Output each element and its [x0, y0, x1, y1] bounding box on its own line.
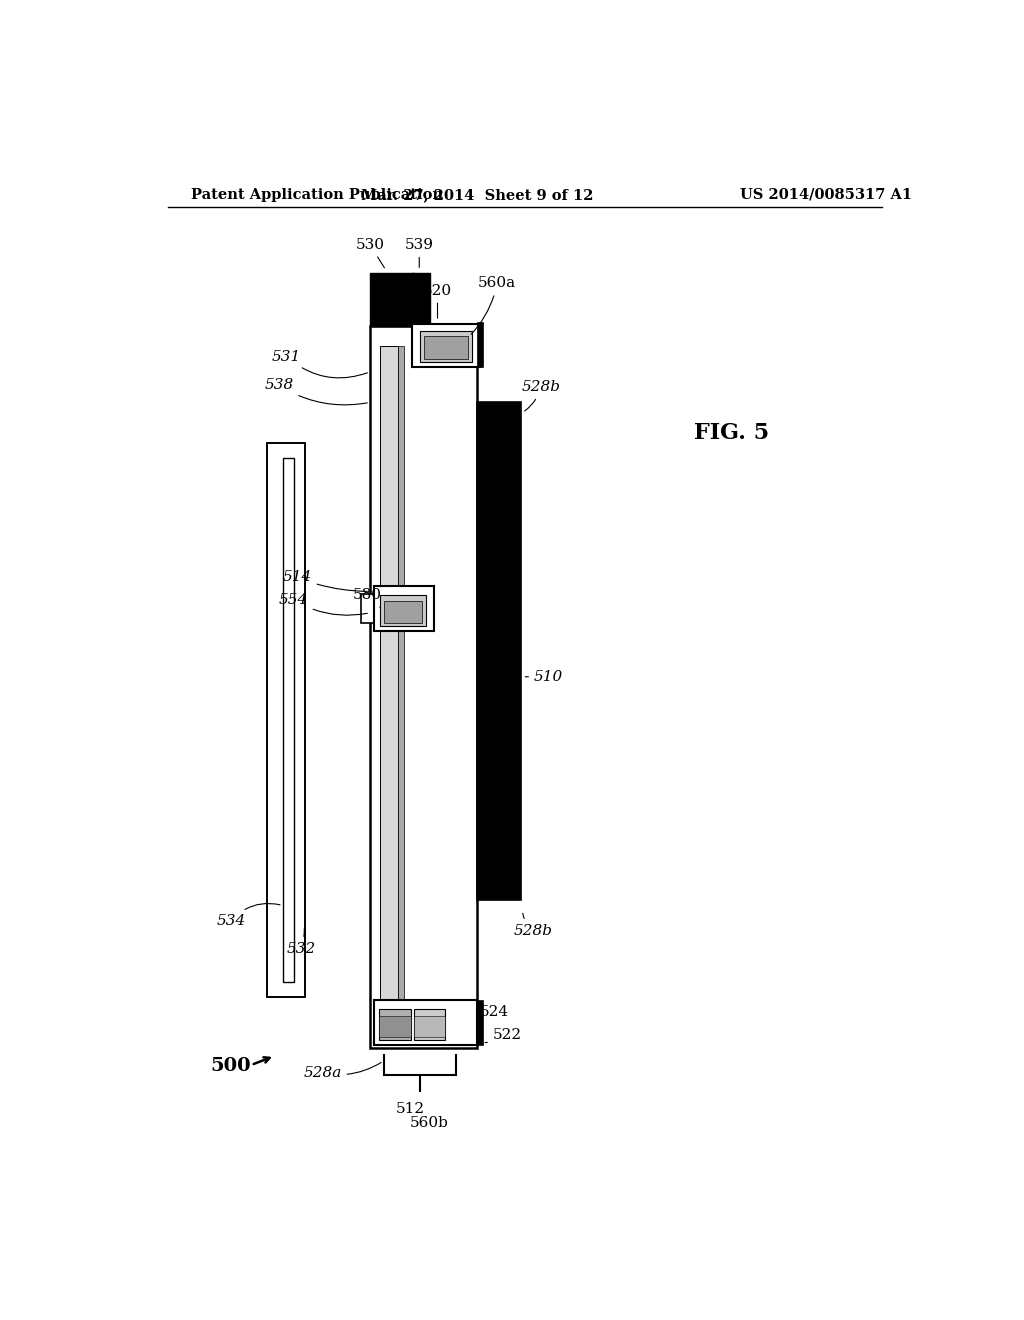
- Text: 560b: 560b: [411, 1115, 449, 1130]
- Bar: [414, 1016, 445, 1036]
- Bar: [379, 1008, 411, 1040]
- Text: Mar. 27, 2014  Sheet 9 of 12: Mar. 27, 2014 Sheet 9 of 12: [360, 187, 594, 202]
- Text: 538: 538: [264, 378, 368, 405]
- Text: 554: 554: [279, 593, 368, 615]
- Text: 520: 520: [423, 284, 452, 318]
- Text: 531: 531: [272, 350, 368, 378]
- Text: 528a: 528a: [303, 1063, 381, 1080]
- Text: 530: 530: [355, 238, 385, 268]
- Bar: [414, 1008, 445, 1040]
- Text: 500: 500: [211, 1057, 252, 1074]
- Text: 580: 580: [353, 589, 382, 607]
- Bar: [384, 601, 423, 623]
- Text: Patent Application Publication: Patent Application Publication: [191, 187, 443, 202]
- Bar: [267, 444, 305, 997]
- Bar: [380, 595, 426, 626]
- Text: 539: 539: [404, 238, 434, 268]
- Bar: [374, 586, 433, 631]
- Bar: [283, 458, 294, 982]
- Bar: [412, 273, 430, 326]
- Text: 524: 524: [477, 1005, 508, 1022]
- Text: 532: 532: [287, 928, 315, 956]
- Bar: [374, 1001, 477, 1044]
- Text: 514: 514: [283, 570, 368, 591]
- Text: 522: 522: [485, 1027, 522, 1043]
- Bar: [397, 346, 404, 1038]
- Bar: [370, 326, 477, 1048]
- Bar: [360, 594, 375, 623]
- Text: 528b: 528b: [513, 913, 552, 939]
- Bar: [380, 346, 397, 1038]
- Bar: [370, 273, 414, 326]
- Bar: [420, 331, 472, 362]
- Bar: [477, 403, 521, 900]
- Text: US 2014/0085317 A1: US 2014/0085317 A1: [740, 187, 912, 202]
- Bar: [477, 322, 482, 367]
- Bar: [412, 325, 479, 367]
- Text: FIG. 5: FIG. 5: [693, 422, 769, 444]
- Text: 512: 512: [396, 1102, 425, 1115]
- Bar: [424, 337, 468, 359]
- Text: 528b: 528b: [521, 380, 560, 411]
- Text: 560a: 560a: [471, 276, 516, 334]
- Bar: [379, 1016, 411, 1036]
- Text: 534: 534: [216, 903, 280, 928]
- Bar: [477, 1001, 482, 1044]
- Text: 510: 510: [525, 669, 563, 684]
